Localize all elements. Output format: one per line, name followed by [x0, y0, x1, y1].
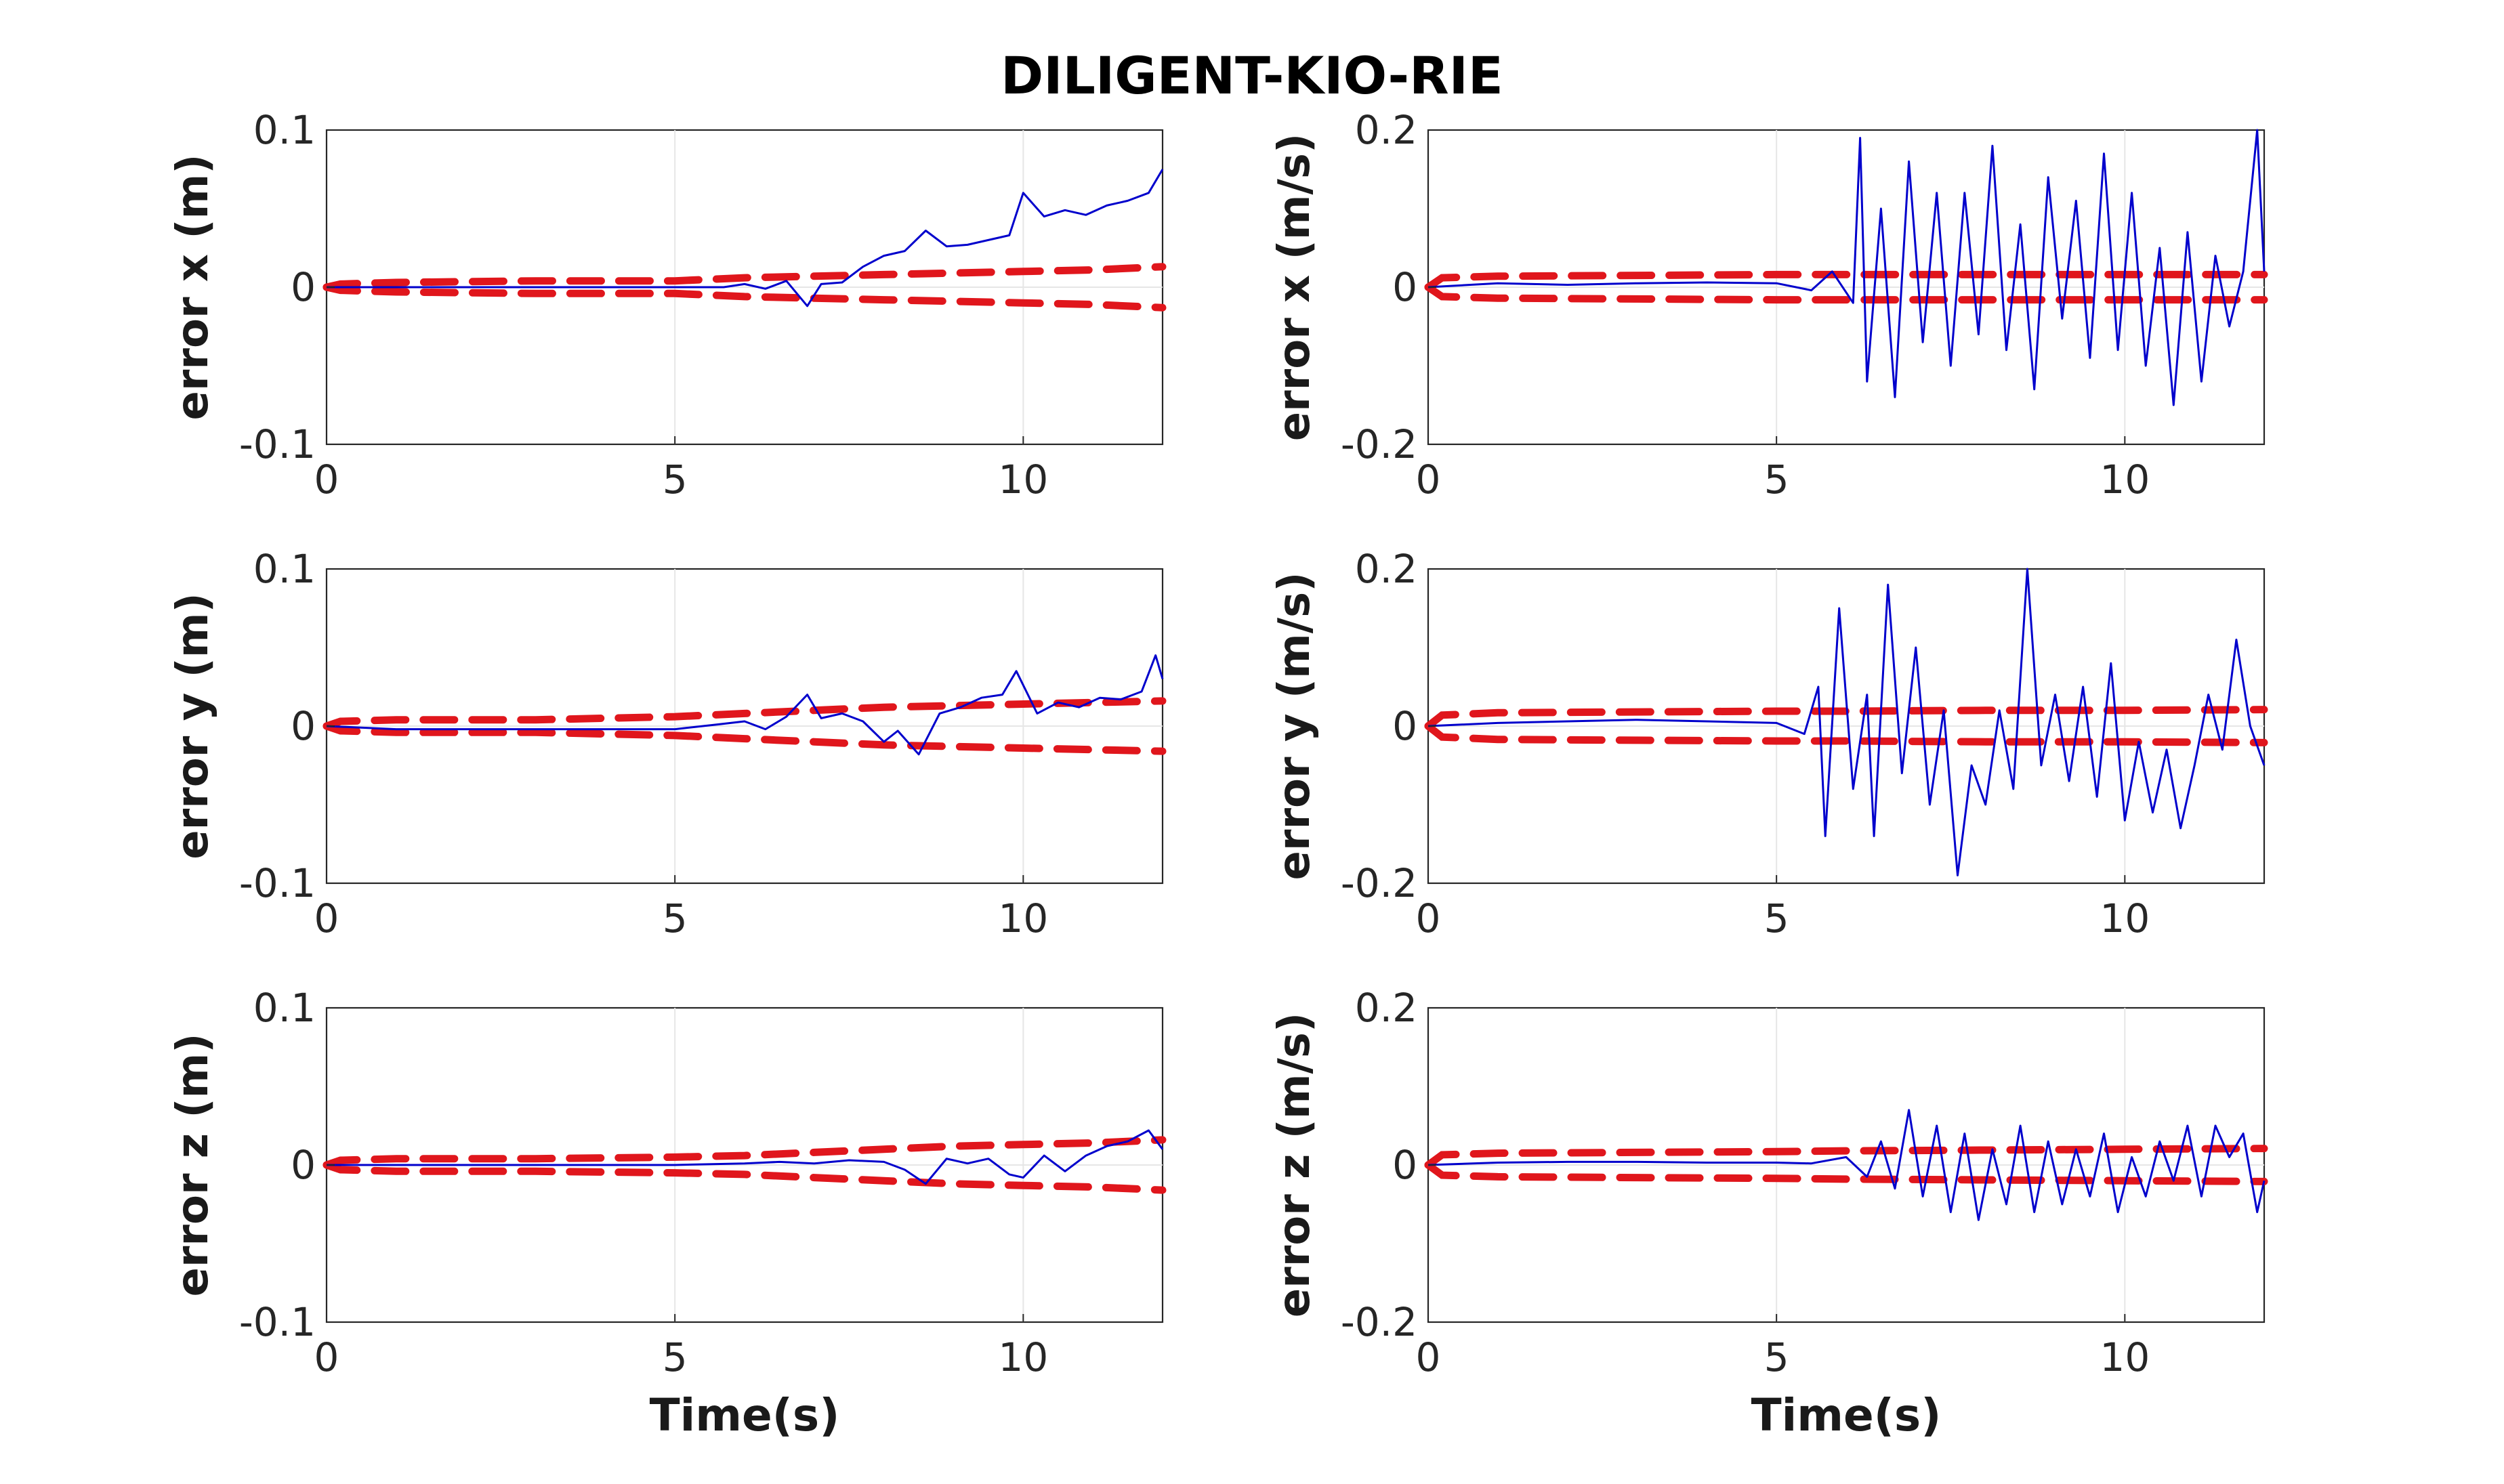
grid-lines [1428, 569, 2264, 883]
upper-bound-line [322, 263, 1167, 291]
y-tick-label: 0.2 [1355, 546, 1417, 592]
figure-title: DILIGENT-KIO-RIE [1001, 45, 1503, 106]
lower-bound-line [322, 283, 1167, 312]
uncertainty-bounds [1424, 1145, 2268, 1185]
y-tick-label: 0.1 [253, 546, 316, 592]
y-tick-label: 0.1 [253, 985, 316, 1031]
x-tick-label: 0 [314, 457, 339, 503]
y-axis-label: error x (m/s) [1270, 133, 1320, 442]
subplot-error-x-position: 0 5 10-0.100.1 error x (m) [168, 107, 1167, 503]
x-axis-label: Time(s) [650, 1389, 840, 1441]
upper-bound-line [322, 697, 1167, 730]
y-tick-label: -0.1 [239, 421, 316, 467]
y-tick-label: 0 [291, 264, 316, 310]
y-tick-label: 0 [291, 1142, 316, 1188]
upper-bound-line [1424, 1145, 2268, 1169]
x-tick-label: 5 [1764, 457, 1789, 503]
axis-ticks: 0 5 10-0.200.2 [1341, 985, 2150, 1380]
axis-ticks: 0 5 10-0.200.2 [1341, 546, 2150, 941]
lower-bound-line [1424, 1161, 2268, 1185]
uncertainty-bounds [1424, 270, 2268, 304]
upper-bound-line [322, 1136, 1167, 1169]
x-tick-label: 10 [2100, 895, 2150, 941]
grid-lines [1428, 1008, 2264, 1322]
y-tick-label: 0 [291, 703, 316, 749]
y-tick-label: 0 [1392, 703, 1417, 749]
x-tick-label: 10 [998, 457, 1048, 503]
lower-bound-line [322, 1161, 1167, 1194]
y-tick-label: -0.2 [1341, 1299, 1417, 1345]
axis-ticks: 0 5 10-0.100.1 [239, 546, 1048, 941]
grid-lines [1428, 130, 2264, 444]
axis-ticks: 0 5 10-0.100.1 [239, 985, 1048, 1380]
axis-ticks: 0 5 10-0.100.1 [239, 107, 1048, 503]
y-tick-label: -0.2 [1341, 421, 1417, 467]
lower-bound-line [1424, 722, 2268, 746]
subplot-error-x-velocity: 0 5 10-0.200.2 error x (m/s) [1270, 107, 2268, 503]
y-tick-label: 0 [1392, 1142, 1417, 1188]
y-axis-label: error z (m) [168, 1033, 218, 1296]
y-tick-label: -0.2 [1341, 860, 1417, 906]
x-tick-label: 5 [1764, 895, 1789, 941]
y-tick-label: 0.2 [1355, 985, 1417, 1031]
grid-lines [327, 569, 1163, 883]
y-tick-label: 0.1 [253, 107, 316, 153]
y-tick-label: 0 [1392, 264, 1417, 310]
y-axis-label: error x (m) [168, 154, 218, 420]
error-series-line [1427, 568, 2266, 876]
x-axis-label: Time(s) [1751, 1389, 1942, 1441]
subplot-error-z-position: 0 5 10-0.100.1 error z (m) Time(s) [168, 985, 1167, 1441]
lower-bound-line [322, 722, 1167, 755]
x-tick-label: 10 [998, 1334, 1048, 1380]
y-axis-label: error y (m) [168, 593, 218, 860]
error-series-line [1427, 1109, 2266, 1221]
x-tick-label: 10 [2100, 1334, 2150, 1380]
upper-bound-line [1424, 270, 2268, 291]
x-tick-label: 0 [314, 895, 339, 941]
subplot-error-z-velocity: 0 5 10-0.200.2 error z (m/s) Time(s) [1270, 985, 2268, 1441]
upper-bound-line [1424, 706, 2268, 730]
x-tick-label: 5 [1764, 1334, 1789, 1380]
x-tick-label: 0 [1416, 457, 1441, 503]
subplot-error-y-position: 0 5 10-0.100.1 error y (m) [168, 546, 1167, 941]
uncertainty-bounds [1424, 706, 2268, 746]
x-tick-label: 0 [1416, 1334, 1441, 1380]
error-series-line [327, 1129, 1164, 1185]
uncertainty-bounds [322, 263, 1167, 312]
subplot-error-y-velocity: 0 5 10-0.200.2 error y (m/s) [1270, 546, 2268, 941]
x-tick-label: 5 [663, 895, 688, 941]
uncertainty-bounds [322, 1136, 1167, 1194]
x-tick-label: 10 [2100, 457, 2150, 503]
y-tick-label: -0.1 [239, 1299, 316, 1345]
x-tick-label: 0 [314, 1334, 339, 1380]
axis-ticks: 0 5 10-0.200.2 [1341, 107, 2150, 503]
error-series-line [326, 654, 1164, 756]
x-tick-label: 0 [1416, 895, 1441, 941]
y-axis-label: error y (m/s) [1270, 572, 1320, 881]
x-tick-label: 10 [998, 895, 1048, 941]
y-axis-label: error z (m/s) [1270, 1013, 1320, 1318]
lower-bound-line [1424, 283, 2268, 304]
uncertainty-bounds [322, 697, 1167, 755]
y-tick-label: 0.2 [1355, 107, 1417, 153]
error-series-line [1427, 129, 2266, 406]
error-series-line [327, 169, 1164, 308]
y-tick-label: -0.1 [239, 860, 316, 906]
x-tick-label: 5 [663, 457, 688, 503]
x-tick-label: 5 [663, 1334, 688, 1380]
